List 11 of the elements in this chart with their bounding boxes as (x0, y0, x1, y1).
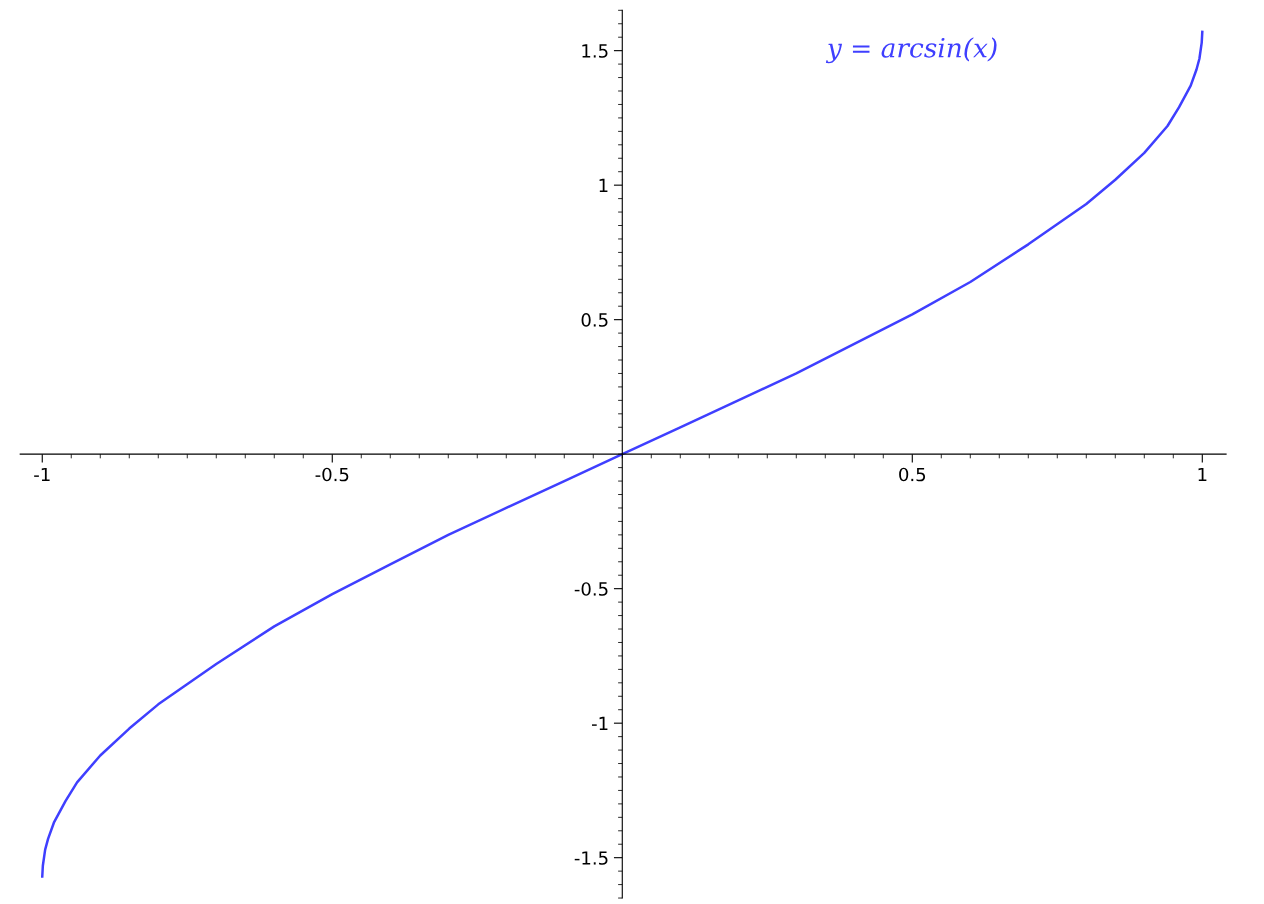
x-tick-label: 0.5 (899, 467, 926, 482)
x-tick-label: -1 (34, 467, 50, 482)
y-tick-label: -0.5 (574, 582, 608, 596)
y-tick-label: 1.5 (582, 44, 608, 58)
y-tick-label: -1.5 (574, 851, 608, 865)
y-tick-label: 1 (599, 178, 608, 193)
x-tick-label: 1 (1198, 467, 1207, 482)
y-tick-label: 0.5 (581, 313, 608, 327)
y-tick-label: -1 (591, 716, 608, 731)
x-tick-label: -0.5 (315, 467, 349, 482)
annotation: y = arcsin(x) (825, 37, 997, 64)
